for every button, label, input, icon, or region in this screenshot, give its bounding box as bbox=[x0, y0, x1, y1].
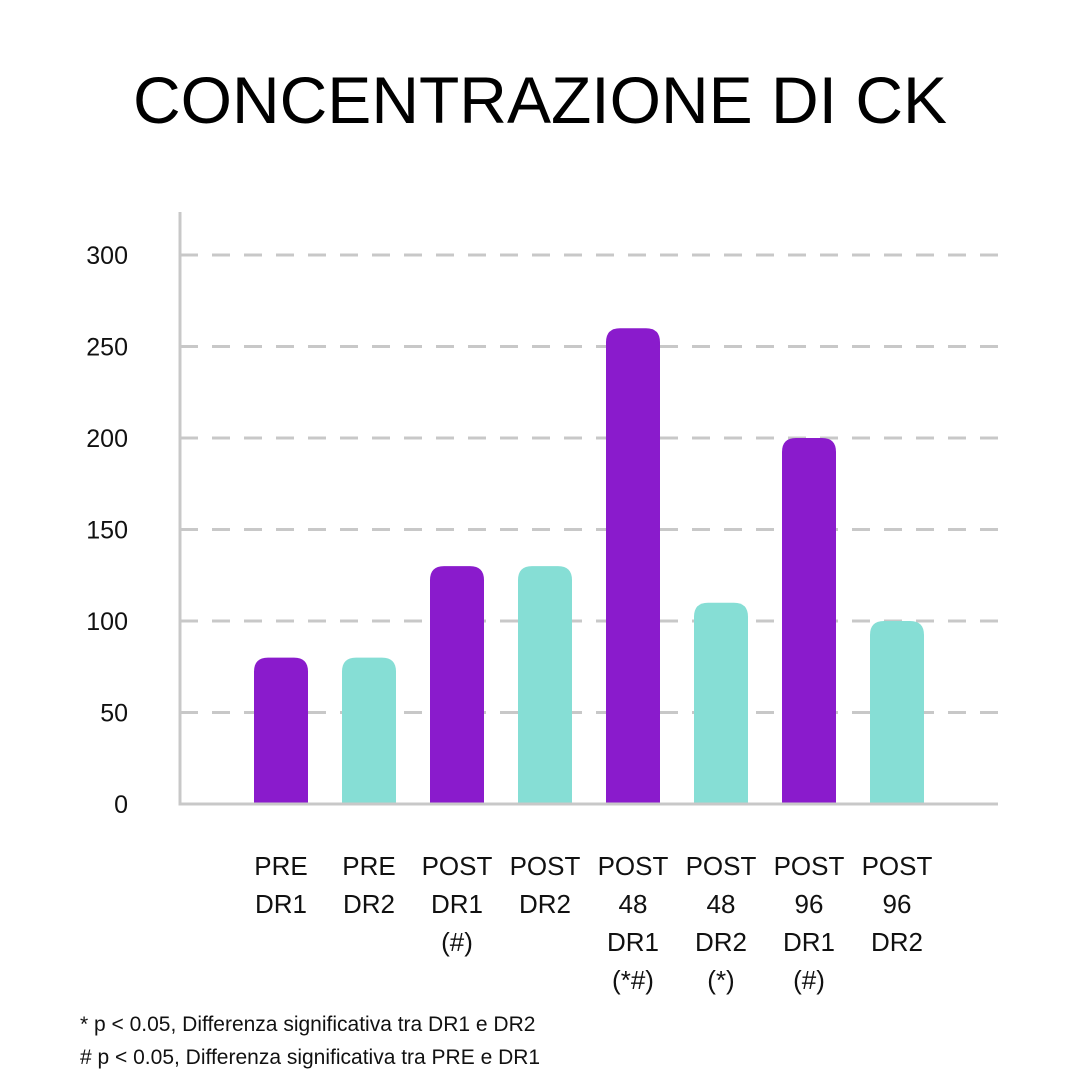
y-tick-label: 0 bbox=[114, 791, 128, 819]
bar-dr2 bbox=[518, 566, 572, 804]
y-tick-labels: 0 50 100 150 200 250 300 bbox=[86, 242, 128, 819]
footnote-significance-dr: * p < 0.05, Differenza significativa tra… bbox=[80, 1013, 536, 1036]
bar-dr1 bbox=[254, 657, 308, 804]
y-tick-label: 250 bbox=[86, 334, 128, 362]
footnote-significance-pre: # p < 0.05, Differenza significativa tra… bbox=[80, 1046, 541, 1069]
y-tick-label: 150 bbox=[86, 517, 128, 545]
bar-dr2 bbox=[870, 621, 924, 804]
bar-dr2 bbox=[694, 602, 748, 804]
x-tick-label: PRE DR1 bbox=[254, 851, 307, 919]
bars bbox=[254, 328, 924, 804]
x-tick-label: POST 96 DR1 (#) bbox=[774, 851, 845, 995]
bar-chart: 0 50 100 150 200 250 300 PRE DR1 PRE DR2 POST DR1 (#… bbox=[86, 212, 998, 995]
x-tick-label: POST 48 DR1 (*#) bbox=[598, 851, 669, 995]
x-tick-label: POST 96 DR2 bbox=[862, 851, 933, 957]
x-tick-label: PRE DR2 bbox=[342, 851, 395, 919]
y-tick-label: 100 bbox=[86, 608, 128, 636]
y-tick-label: 50 bbox=[100, 700, 128, 728]
bar-dr1 bbox=[430, 566, 484, 804]
bar-dr2 bbox=[342, 657, 396, 804]
x-tick-label: POST DR1 (#) bbox=[422, 851, 493, 957]
y-tick-label: 300 bbox=[86, 242, 128, 270]
bar-dr1 bbox=[606, 328, 660, 804]
chart-title: CONCENTRAZIONE DI CK bbox=[132, 63, 948, 137]
bar-dr1 bbox=[782, 438, 836, 804]
x-tick-label: POST DR2 bbox=[510, 851, 581, 919]
x-tick-label: POST 48 DR2 (*) bbox=[686, 851, 757, 995]
gridlines bbox=[180, 253, 998, 714]
axes bbox=[178, 212, 998, 806]
y-tick-label: 200 bbox=[86, 425, 128, 453]
footnotes: * p < 0.05, Differenza significativa tra… bbox=[80, 1008, 540, 1074]
